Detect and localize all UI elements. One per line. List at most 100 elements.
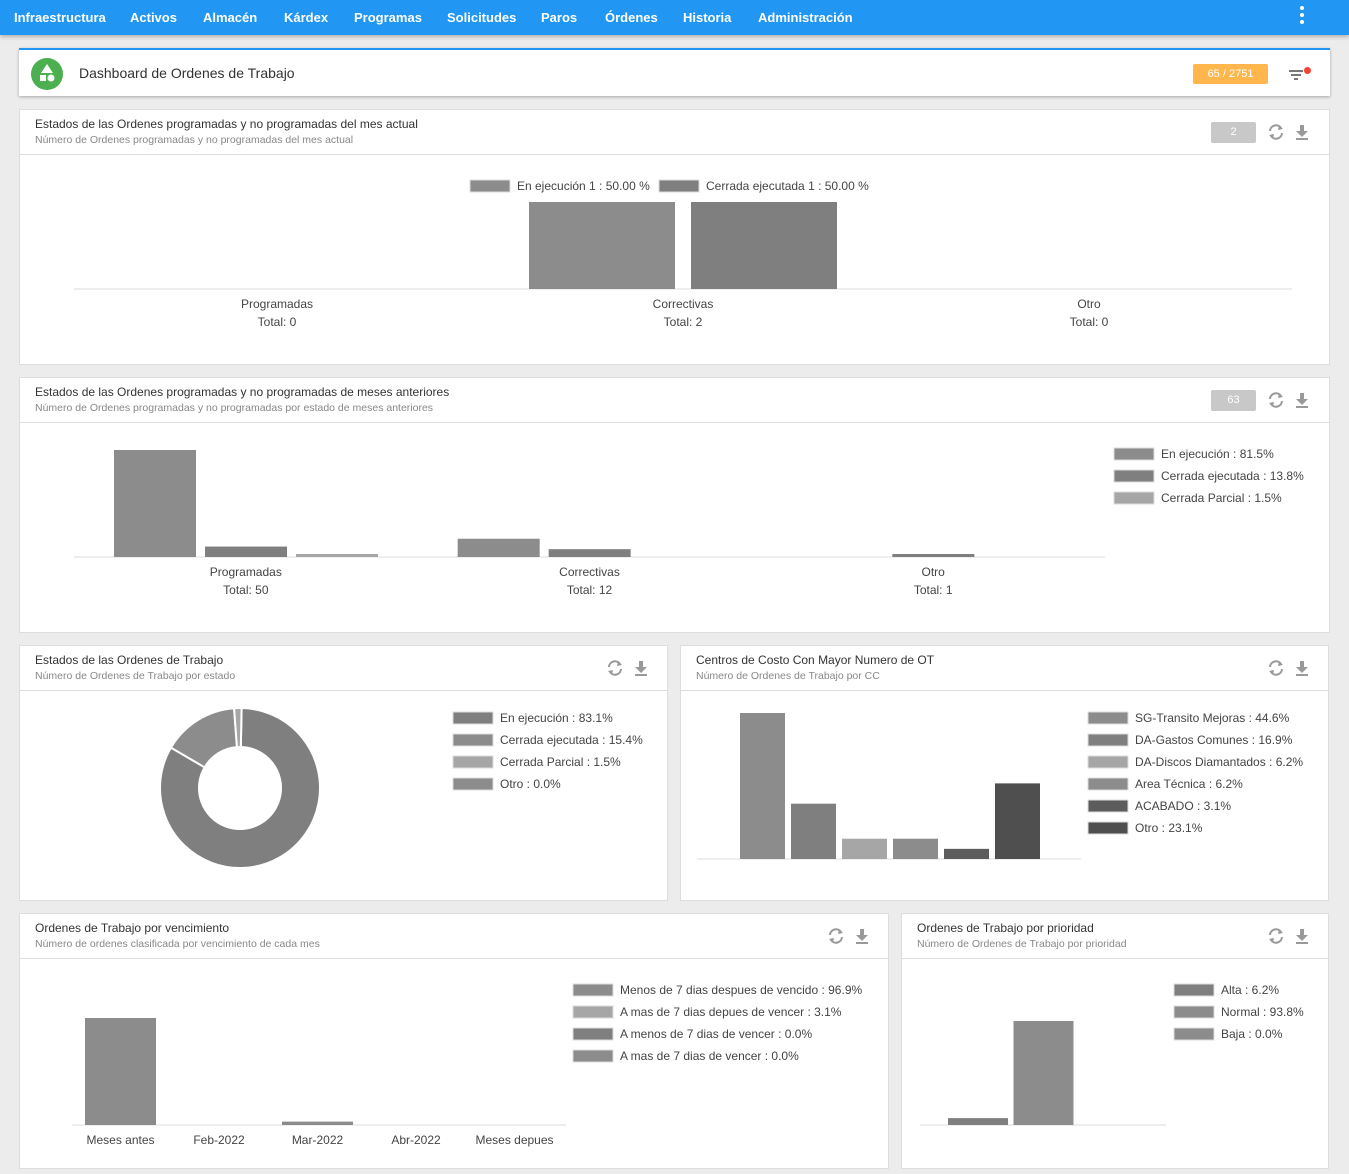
card-header: Estados de las Ordenes programadas y no … [20, 110, 1329, 155]
bar [842, 838, 887, 859]
legend-label: En ejecución : 83.1% [500, 711, 613, 725]
chart-orders-by-priority: Alta : 6.2% Normal : 93.8% Baja : 0.0% [920, 983, 1304, 1126]
orders-count-badge: 65 / 2751 [1193, 64, 1268, 84]
card-title: Ordenes de Trabajo por vencimiento [35, 921, 230, 935]
card-cost-centers: Centros de Costo Con Mayor Numero de OT … [680, 645, 1329, 901]
nav-item-historia[interactable]: Historia [683, 10, 732, 25]
refresh-icon[interactable] [1266, 390, 1286, 410]
download-icon[interactable] [1292, 122, 1312, 142]
card-orders-by-due: Ordenes de Trabajo por vencimiento Númer… [19, 913, 889, 1169]
card-title: Estados de las Ordenes programadas y no … [35, 117, 418, 131]
nav-item-solicitudes[interactable]: Solicitudes [447, 10, 517, 25]
category-total: Total: 50 [223, 583, 269, 597]
bar [548, 549, 631, 557]
nav-item-ordenes[interactable]: Órdenes [605, 10, 658, 25]
refresh-icon[interactable] [1266, 122, 1286, 142]
nav-item-activos[interactable]: Activos [130, 10, 177, 25]
download-icon[interactable] [852, 926, 872, 946]
legend-label: DA-Discos Diamantados : 6.2% [1135, 755, 1303, 769]
download-icon[interactable] [1292, 390, 1312, 410]
legend-swatch [572, 983, 614, 997]
legend-swatch [1173, 1005, 1215, 1019]
bar [296, 554, 378, 557]
nav-item-administracion[interactable]: Administración [758, 10, 853, 25]
app-logo-icon [31, 58, 63, 90]
legend-swatch [572, 1049, 614, 1063]
legend-label: Cerrada ejecutada : 15.4% [500, 733, 643, 747]
legend-label: A mas de 7 dias depues de vencer : 3.1% [620, 1005, 842, 1019]
category-label: Abr-2022 [391, 1133, 441, 1147]
category-label: Otro [921, 565, 945, 579]
legend-label: DA-Gastos Comunes : 16.9% [1135, 733, 1293, 747]
legend-label: Menos de 7 dias despues de vencido : 96.… [620, 983, 862, 997]
legend-label: Normal : 93.8% [1221, 1005, 1304, 1019]
legend-swatch [452, 711, 494, 725]
chart-current-month: En ejecución 1 : 50.00 % Cerrada ejecutad… [74, 179, 1292, 329]
legend-label: SG-Transito Mejoras : 44.6% [1135, 711, 1290, 725]
refresh-icon[interactable] [605, 658, 625, 678]
legend-swatch [572, 1005, 614, 1019]
card-previous-months-states: Estados de las Ordenes programadas y no … [19, 377, 1330, 633]
card-title: Ordenes de Trabajo por prioridad [917, 921, 1094, 935]
bar [691, 202, 837, 289]
refresh-icon[interactable] [1266, 926, 1286, 946]
donut-slice [232, 707, 243, 749]
card-order-states: Estados de las Ordenes de Trabajo Número… [19, 645, 668, 901]
nav-item-kardex[interactable]: Kárdex [284, 10, 329, 25]
notification-dot [1304, 67, 1311, 74]
category-total: Total: 2 [664, 315, 703, 329]
card-orders-by-priority: Ordenes de Trabajo por prioridad Número … [901, 913, 1329, 1169]
bar [892, 554, 975, 557]
bar [948, 1118, 1008, 1125]
legend-label: Cerrada ejecutada 1 : 50.00 % [706, 179, 869, 193]
dashboard-header: Dashboard de Ordenes de Trabajo 65 / 275… [19, 48, 1330, 96]
category-label: Programadas [210, 565, 282, 579]
category-label: Feb-2022 [193, 1133, 245, 1147]
bar [740, 713, 785, 859]
nav-item-programas[interactable]: Programas [354, 10, 422, 25]
legend-swatch [1087, 799, 1129, 813]
legend-swatch [452, 777, 494, 791]
more-menu-icon[interactable] [1292, 4, 1312, 26]
bar [995, 783, 1040, 859]
legend-label: Cerrada Parcial : 1.5% [500, 755, 621, 769]
card-header: Ordenes de Trabajo por prioridad Número … [902, 914, 1328, 959]
nav-item-paros[interactable]: Paros [541, 10, 578, 25]
card-header: Centros de Costo Con Mayor Numero de OT … [681, 646, 1328, 691]
filter-icon[interactable] [1289, 68, 1309, 82]
category-label: Otro [1077, 297, 1101, 311]
legend-label: A mas de 7 dias de vencer : 0.0% [620, 1049, 799, 1063]
category-total: Total: 0 [258, 315, 297, 329]
top-nav-bar: Infraestructura Activos Almacén Kárdex P… [0, 0, 1349, 35]
refresh-icon[interactable] [826, 926, 846, 946]
legend-label: Otro : 23.1% [1135, 821, 1203, 835]
chart-cost-centers: SG-Transito Mejoras : 44.6% DA-Gastos Com… [697, 711, 1303, 860]
count-badge: 2 [1211, 122, 1256, 143]
chart-order-states-donut: En ejecución : 83.1% Cerrada ejecutada : … [159, 706, 643, 869]
category-label: Meses antes [86, 1133, 154, 1147]
bar [457, 538, 540, 557]
bar [893, 838, 938, 859]
legend-swatch [658, 179, 700, 193]
legend-swatch [1173, 1027, 1215, 1041]
category-total: Total: 1 [914, 583, 953, 597]
download-icon[interactable] [631, 658, 651, 678]
category-label: Programadas [241, 297, 313, 311]
legend-label: ACABADO : 3.1% [1135, 799, 1231, 813]
legend-swatch [572, 1027, 614, 1041]
bar [529, 202, 675, 289]
legend-label: En ejecución 1 : 50.00 % [517, 179, 650, 193]
refresh-icon[interactable] [1266, 658, 1286, 678]
nav-item-almacen[interactable]: Almacén [203, 10, 258, 25]
category-total: Total: 12 [567, 583, 613, 597]
chart-previous-months: En ejecución : 81.5% Cerrada ejecutada : … [74, 447, 1304, 597]
card-header: Ordenes de Trabajo por vencimiento Númer… [20, 914, 888, 959]
legend-swatch [1173, 983, 1215, 997]
card-subtitle: Número de Ordenes programadas y no progr… [35, 402, 434, 414]
legend-swatch [1113, 469, 1155, 483]
download-icon[interactable] [1292, 926, 1312, 946]
nav-item-infraestructura[interactable]: Infraestructura [14, 10, 106, 25]
download-icon[interactable] [1292, 658, 1312, 678]
bar [205, 546, 287, 557]
legend-label: Area Técnica : 6.2% [1135, 777, 1243, 791]
